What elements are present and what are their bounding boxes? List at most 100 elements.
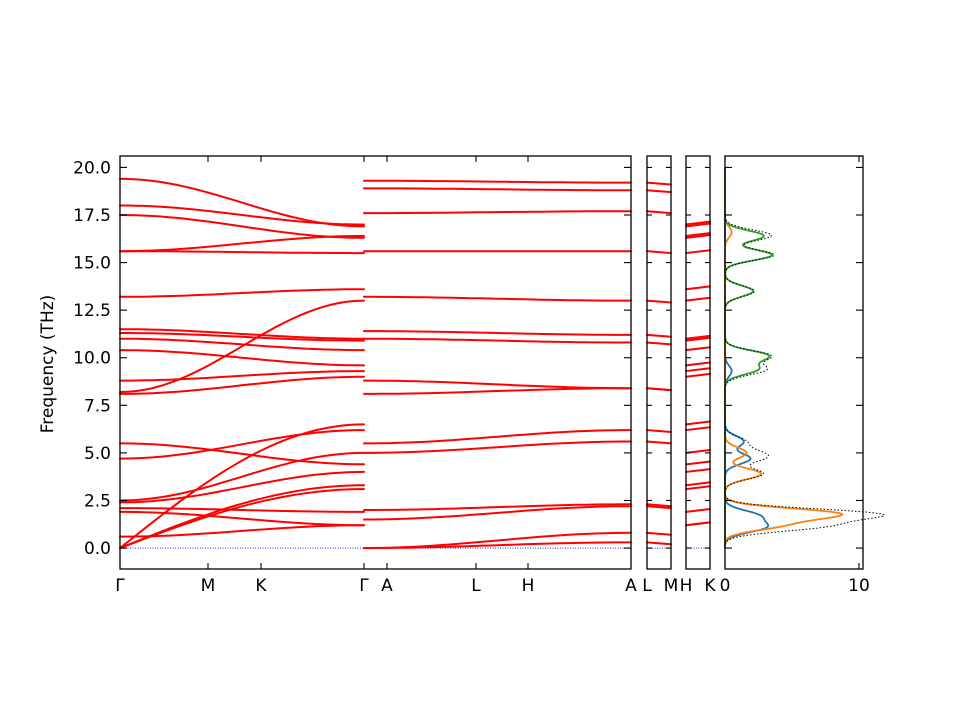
band-lines-layer (119, 177, 711, 550)
path-label: H (522, 576, 535, 596)
band-line (363, 505, 632, 521)
dos-series-line (724, 168, 773, 549)
band-line (685, 296, 711, 302)
y-tick-label: 10.0 (73, 349, 111, 369)
band-line (646, 531, 672, 536)
y-tick-label: 17.5 (73, 206, 111, 226)
band-line (119, 299, 365, 393)
band-line (119, 234, 365, 253)
band-line (646, 503, 672, 508)
band-line (363, 503, 632, 511)
band-line (119, 375, 365, 395)
path-label: Γ (115, 576, 125, 596)
band-line (646, 299, 672, 304)
band-line (119, 288, 365, 298)
dos-x-tick-label: 0 (720, 576, 731, 596)
band-line (646, 429, 672, 433)
band-line (685, 521, 711, 527)
band-line (685, 367, 711, 373)
band-line (119, 423, 365, 550)
y-tick-label: 15.0 (73, 254, 111, 274)
band-line (685, 334, 711, 340)
band-line (685, 481, 711, 487)
path-label: L (642, 576, 652, 596)
y-tick-label: 0.0 (84, 539, 111, 559)
band-line (685, 372, 711, 378)
band-line (119, 214, 365, 239)
band-line (646, 210, 672, 215)
lm-panel-frame (646, 155, 672, 570)
band-line (363, 295, 632, 302)
band-line (363, 531, 632, 550)
band-line (119, 332, 365, 342)
path-label: H (680, 576, 693, 596)
ticks-layer: 0.02.55.07.510.012.515.017.520.0Γ M K Γ A L H A… (73, 156, 870, 596)
y-tick-label: 5.0 (84, 444, 111, 464)
band-line (685, 220, 711, 226)
y-axis-title-layer: Frequency (THz) (38, 295, 58, 434)
band-line (363, 179, 632, 184)
band-line (363, 440, 632, 454)
y-tick-label: 12.5 (73, 301, 111, 321)
band-line (363, 337, 632, 344)
band-line (685, 508, 711, 513)
band-line (685, 346, 711, 352)
axes-frames-layer (119, 155, 864, 570)
band-line (119, 484, 365, 550)
band-line (363, 387, 632, 395)
path-label: A (625, 576, 637, 596)
band-line (685, 468, 711, 473)
band-line (685, 285, 711, 291)
y-tick-label: 20.0 (73, 158, 111, 178)
band-line (119, 250, 365, 255)
path-label: M (664, 576, 679, 596)
y-tick-label: 7.5 (84, 396, 111, 416)
band-line (363, 379, 632, 390)
band-line (119, 451, 365, 502)
band-line (685, 420, 711, 426)
band-line (646, 181, 672, 186)
band-line (119, 337, 365, 352)
path-label: Γ (359, 576, 369, 596)
band-line (119, 177, 365, 228)
band-line (119, 507, 365, 513)
band-line (685, 361, 711, 367)
band-line (685, 336, 711, 342)
path-label: A (381, 576, 393, 596)
y-tick-label: 2.5 (84, 491, 111, 511)
band-line (119, 470, 365, 504)
path-label: L (471, 576, 481, 596)
band-line (119, 349, 365, 367)
band-line (646, 341, 672, 346)
path-label: K (255, 576, 267, 596)
dos-series-line (724, 168, 844, 549)
band-line (646, 333, 672, 338)
band-line (119, 524, 365, 538)
band-line (363, 429, 632, 445)
band-line (646, 541, 672, 546)
band-line (363, 330, 632, 336)
band-line (685, 232, 711, 237)
dos-panel-frame (724, 155, 864, 570)
path-label: M (201, 576, 216, 596)
band-line (685, 233, 711, 239)
band-line (119, 429, 365, 460)
path-label: K (704, 576, 716, 596)
band-line (646, 440, 672, 445)
band-line (646, 189, 672, 194)
band-line (363, 187, 632, 192)
band-line (685, 485, 711, 491)
band-line (119, 510, 365, 527)
band-line (685, 222, 711, 228)
band-line (685, 426, 711, 432)
band-line (363, 210, 632, 215)
band-line (119, 328, 365, 340)
band-line (646, 387, 672, 392)
band-line (119, 442, 365, 466)
band-line (685, 249, 711, 255)
hk-panel-frame (685, 155, 711, 570)
band-line (119, 370, 365, 382)
y-axis-title: Frequency (THz) (38, 295, 58, 434)
band-line (646, 250, 672, 255)
